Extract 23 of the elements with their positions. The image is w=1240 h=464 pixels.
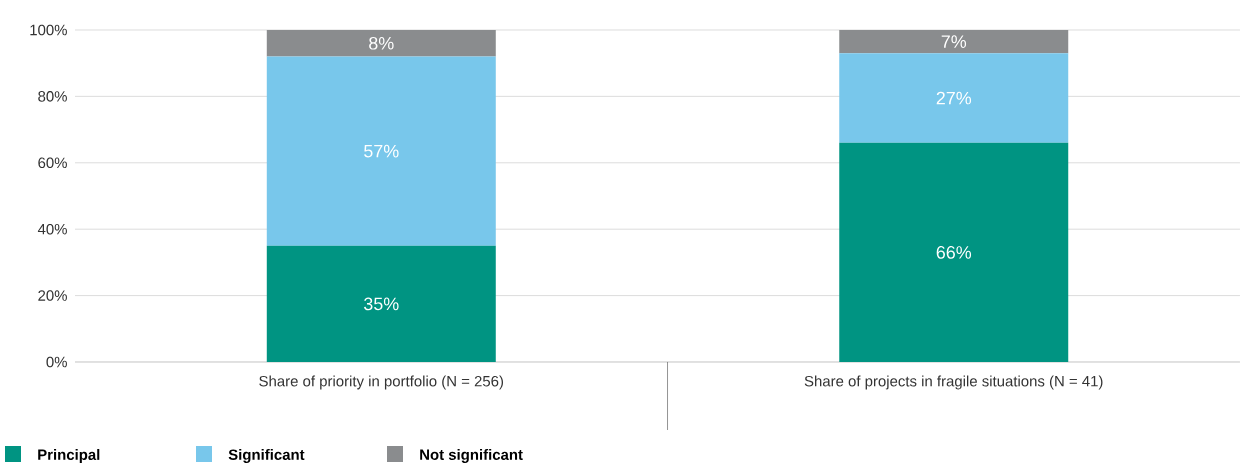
y-tick-label: 60% (38, 157, 67, 169)
y-tick-label: 0% (46, 356, 67, 368)
bar (839, 29, 1069, 54)
data-label: 57% (364, 144, 399, 158)
data-label: 8% (369, 36, 394, 50)
y-tick-label: 100% (30, 24, 67, 36)
data-label: 27% (936, 91, 972, 105)
legend-label: Principal (38, 449, 100, 463)
bar (266, 29, 496, 57)
y-tick-label: 20% (38, 290, 67, 301)
data-label: 7% (941, 35, 967, 48)
y-tick-label: 80% (38, 91, 67, 102)
x-tick-label: Share of priority in portfolio (N = 256) (259, 375, 504, 390)
legend-label: Not significant (420, 448, 523, 463)
bar (266, 245, 496, 362)
data-label: 35% (364, 297, 399, 311)
bar (839, 142, 1069, 362)
y-tick-label: 40% (37, 223, 67, 235)
data-label: 66% (936, 246, 972, 259)
bar (839, 53, 1069, 143)
x-tick-label: Share of projects in fragile situations (N = 41) (804, 375, 1103, 390)
legend-label: Significant (228, 448, 305, 463)
bar (266, 56, 496, 246)
